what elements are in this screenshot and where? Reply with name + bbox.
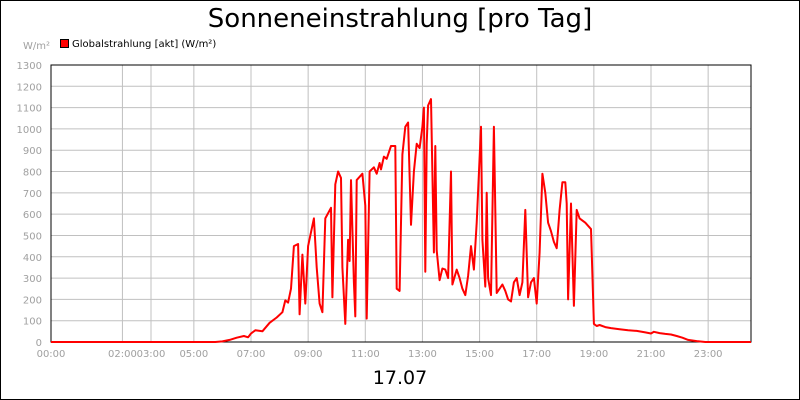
y-tick-label: 500 xyxy=(23,231,42,242)
series-line xyxy=(51,98,751,343)
y-tick-label: 600 xyxy=(23,210,42,221)
y-tick-label: 700 xyxy=(23,189,42,200)
y-tick-label: 1000 xyxy=(17,125,42,136)
legend-label: Globalstrahlung [akt] (W/m²) xyxy=(72,39,217,50)
y-tick-label: 1300 xyxy=(17,61,42,72)
x-tick-label: 03:00 xyxy=(137,349,166,360)
legend-swatch xyxy=(60,39,69,48)
x-tick-label: 13:00 xyxy=(408,349,437,360)
x-axis-date-label: 17.07 xyxy=(372,367,428,389)
x-tick-label: 15:00 xyxy=(465,349,494,360)
x-tick-label: 21:00 xyxy=(637,349,666,360)
y-unit-label: W/m² xyxy=(23,41,51,52)
x-tick-label: 11:00 xyxy=(351,349,380,360)
x-tick-label: 00:00 xyxy=(37,349,66,360)
x-tick-label: 07:00 xyxy=(237,349,266,360)
x-tick-label: 09:00 xyxy=(294,349,323,360)
y-tick-label: 1200 xyxy=(17,82,42,93)
y-tick-label: 300 xyxy=(23,274,42,285)
x-tick-label: 05:00 xyxy=(179,349,208,360)
y-tick-label: 100 xyxy=(23,317,42,328)
y-tick-label: 800 xyxy=(23,168,42,179)
legend: Globalstrahlung [akt] (W/m²) xyxy=(60,39,216,51)
y-tick-label: 1100 xyxy=(17,104,42,115)
y-tick-label: 400 xyxy=(23,253,42,264)
x-tick-label: 19:00 xyxy=(579,349,608,360)
plot-border xyxy=(50,64,752,343)
x-tick-label: 23:00 xyxy=(694,349,723,360)
y-tick-label: 0 xyxy=(36,338,42,349)
chart-title: Sonneneinstrahlung [pro Tag] xyxy=(207,4,593,34)
y-tick-label: 200 xyxy=(23,295,42,306)
y-tick-label: 900 xyxy=(23,146,42,157)
x-tick-label: 02:00 xyxy=(108,349,137,360)
x-tick-label: 17:00 xyxy=(522,349,551,360)
